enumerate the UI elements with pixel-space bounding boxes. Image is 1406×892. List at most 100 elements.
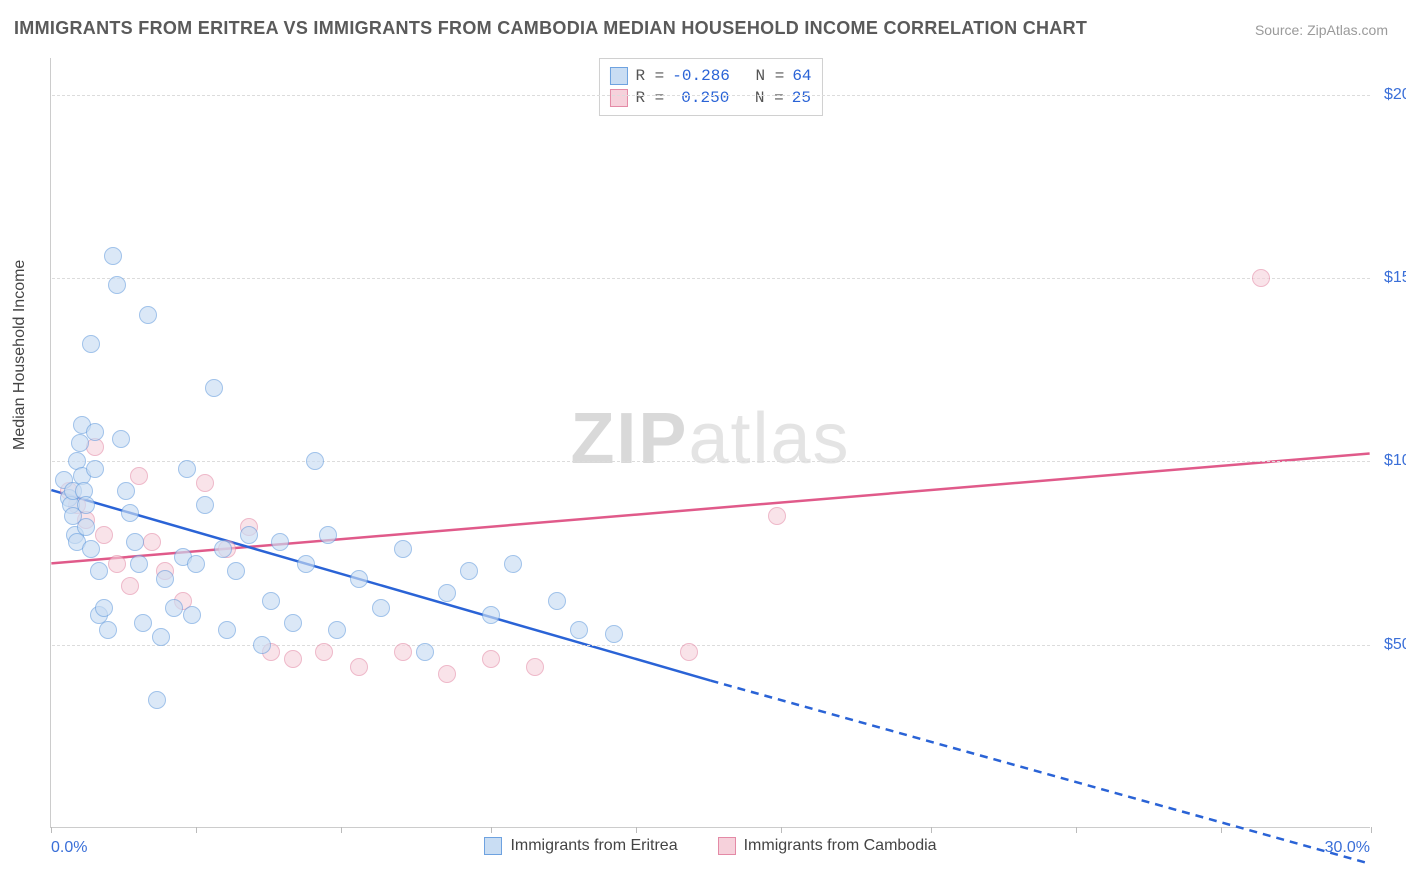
x-tick: [51, 827, 52, 833]
data-point-series-b: [394, 643, 412, 661]
source-attribution: Source: ZipAtlas.com: [1255, 22, 1388, 38]
trend-line: [51, 453, 1369, 563]
data-point-series-a: [253, 636, 271, 654]
source-value: ZipAtlas.com: [1307, 22, 1388, 38]
n-label: N =: [756, 65, 785, 87]
r-label: R =: [635, 65, 664, 87]
data-point-series-a: [306, 452, 324, 470]
x-tick: [1221, 827, 1222, 833]
gridline-h: [52, 278, 1370, 279]
data-point-series-a: [297, 555, 315, 573]
data-point-series-a: [156, 570, 174, 588]
trend-lines-layer: [51, 58, 1370, 827]
data-point-series-a: [152, 628, 170, 646]
data-point-series-a: [227, 562, 245, 580]
data-point-series-b: [438, 665, 456, 683]
data-point-series-a: [86, 460, 104, 478]
watermark: ZIPatlas: [570, 397, 850, 479]
data-point-series-a: [372, 599, 390, 617]
x-tick: [1371, 827, 1372, 833]
data-point-series-b: [526, 658, 544, 676]
swatch-series-b: [609, 89, 627, 107]
x-tick: [1076, 827, 1077, 833]
legend-item-series-a: Immigrants from Eritrea: [484, 837, 677, 855]
y-axis-label: Median Household Income: [11, 260, 29, 450]
r-label: R =: [635, 87, 664, 109]
data-point-series-b: [482, 650, 500, 668]
data-point-series-a: [460, 562, 478, 580]
data-point-series-b: [143, 533, 161, 551]
data-point-series-a: [130, 555, 148, 573]
data-point-series-b: [680, 643, 698, 661]
data-point-series-b: [768, 507, 786, 525]
y-tick-label: $100,000: [1372, 452, 1406, 470]
data-point-series-a: [394, 540, 412, 558]
data-point-series-a: [570, 621, 588, 639]
data-point-series-a: [205, 379, 223, 397]
y-tick-label: $150,000: [1372, 269, 1406, 287]
data-point-series-a: [438, 584, 456, 602]
stats-row-series-b: R = 0.250 N = 25: [609, 87, 811, 109]
data-point-series-a: [183, 606, 201, 624]
data-point-series-a: [165, 599, 183, 617]
n-label: N =: [755, 87, 784, 109]
data-point-series-a: [86, 423, 104, 441]
data-point-series-a: [77, 518, 95, 536]
data-point-series-b: [196, 474, 214, 492]
data-point-series-a: [134, 614, 152, 632]
legend-item-series-b: Immigrants from Cambodia: [718, 837, 937, 855]
data-point-series-a: [126, 533, 144, 551]
data-point-series-b: [284, 650, 302, 668]
data-point-series-a: [95, 599, 113, 617]
data-point-series-a: [77, 496, 95, 514]
trend-line: [51, 490, 710, 680]
plot-area: ZIPatlas R = -0.286 N = 64 R = 0.250 N =…: [50, 58, 1370, 828]
x-axis-max-label: 30.0%: [1325, 839, 1370, 857]
data-point-series-a: [262, 592, 280, 610]
watermark-part-a: ZIP: [570, 398, 688, 478]
data-point-series-b: [95, 526, 113, 544]
chart-title: IMMIGRANTS FROM ERITREA VS IMMIGRANTS FR…: [14, 18, 1087, 39]
data-point-series-a: [605, 625, 623, 643]
data-point-series-b: [130, 467, 148, 485]
data-point-series-a: [108, 276, 126, 294]
data-point-series-a: [71, 434, 89, 452]
gridline-h: [52, 645, 1370, 646]
x-tick: [636, 827, 637, 833]
y-tick-label: $200,000: [1372, 86, 1406, 104]
legend-label-series-b: Immigrants from Cambodia: [744, 837, 937, 855]
stats-row-series-a: R = -0.286 N = 64: [609, 65, 811, 87]
data-point-series-a: [416, 643, 434, 661]
n-value-series-a: 64: [792, 65, 811, 87]
data-point-series-a: [218, 621, 236, 639]
data-point-series-a: [139, 306, 157, 324]
legend-label-series-a: Immigrants from Eritrea: [510, 837, 677, 855]
data-point-series-b: [350, 658, 368, 676]
data-point-series-a: [82, 540, 100, 558]
data-point-series-a: [240, 526, 258, 544]
x-tick: [931, 827, 932, 833]
data-point-series-a: [504, 555, 522, 573]
data-point-series-a: [90, 562, 108, 580]
data-point-series-a: [350, 570, 368, 588]
watermark-part-b: atlas: [688, 398, 850, 478]
n-value-series-b: 25: [792, 87, 811, 109]
data-point-series-a: [112, 430, 130, 448]
y-tick-label: $50,000: [1372, 636, 1406, 654]
data-point-series-a: [482, 606, 500, 624]
data-point-series-b: [315, 643, 333, 661]
data-point-series-a: [328, 621, 346, 639]
data-point-series-a: [548, 592, 566, 610]
data-point-series-a: [178, 460, 196, 478]
data-point-series-a: [284, 614, 302, 632]
data-point-series-b: [1252, 269, 1270, 287]
swatch-series-b: [718, 837, 736, 855]
gridline-h: [52, 461, 1370, 462]
x-tick: [196, 827, 197, 833]
data-point-series-b: [108, 555, 126, 573]
data-point-series-a: [148, 691, 166, 709]
data-point-series-a: [121, 504, 139, 522]
stats-legend-box: R = -0.286 N = 64 R = 0.250 N = 25: [598, 58, 822, 116]
x-tick: [781, 827, 782, 833]
data-point-series-a: [104, 247, 122, 265]
